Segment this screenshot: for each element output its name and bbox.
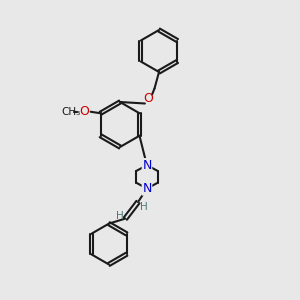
Text: H: H: [116, 211, 124, 220]
Text: O: O: [144, 92, 153, 106]
Text: O: O: [79, 105, 89, 118]
Text: N: N: [142, 182, 152, 195]
Text: H: H: [140, 202, 147, 212]
Text: CH₃: CH₃: [62, 107, 81, 117]
Text: N: N: [142, 159, 152, 172]
